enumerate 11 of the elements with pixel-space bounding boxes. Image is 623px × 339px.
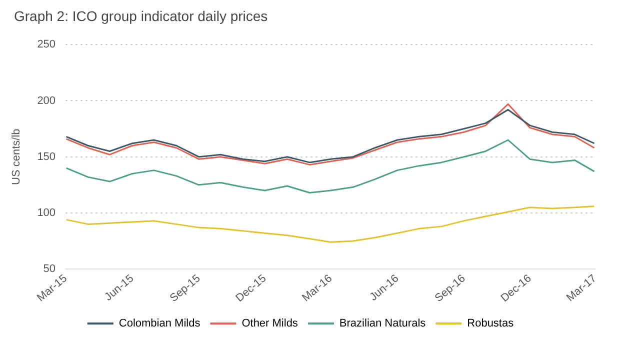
y-tick-label: 200 [37, 94, 56, 107]
y-axis-title: US cents/lb [10, 128, 23, 185]
legend-label: Other Milds [242, 318, 298, 330]
chart-title: Graph 2: ICO group indicator daily prices [14, 8, 268, 24]
legend-label: Brazilian Naturals [339, 318, 426, 330]
y-tick-label: 50 [43, 263, 56, 276]
y-tick-label: 100 [37, 206, 56, 219]
legend-label: Robustas [467, 318, 514, 330]
y-tick-label: 150 [37, 150, 56, 163]
legend-label: Colombian Milds [118, 318, 201, 330]
y-tick-label: 250 [37, 38, 56, 51]
